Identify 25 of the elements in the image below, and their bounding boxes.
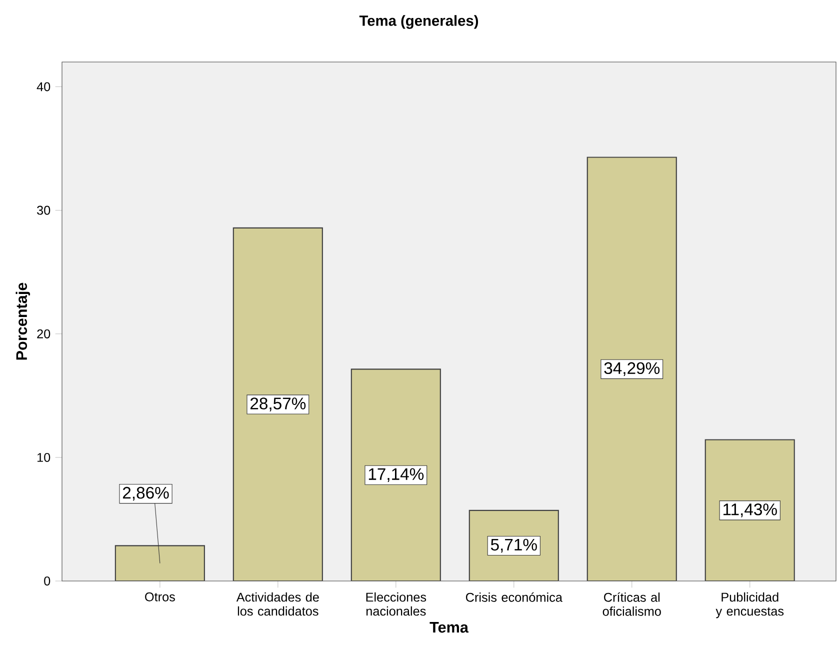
x-tick-label: Críticas al oficialismo <box>602 592 661 616</box>
data-label: 5,71% <box>490 538 537 553</box>
x-tick-label: Otros <box>145 592 175 602</box>
y-tick-label: 30 <box>37 206 50 215</box>
y-tick-label: 20 <box>37 329 50 338</box>
y-tick-label: 40 <box>36 82 50 92</box>
data-label: 34,29% <box>604 362 660 376</box>
data-label: 11,43% <box>724 504 777 518</box>
x-tick-label: Publicidad y encuestas <box>716 592 784 618</box>
x-axis-title: Tema <box>430 622 469 633</box>
x-tick-label: Actividades de los candidatos <box>236 592 319 616</box>
bar <box>704 439 795 581</box>
chart-title: Tema (generales) <box>359 15 478 29</box>
data-label: 28,57% <box>250 398 306 412</box>
y-axis-title: Porcentaje <box>16 282 30 360</box>
y-tick-label: 0 <box>44 576 50 586</box>
bar <box>115 546 204 581</box>
x-tick-label: Elecciones nacionales <box>366 592 426 616</box>
data-label: 17,14% <box>368 468 424 482</box>
bar <box>587 157 676 581</box>
y-tick-label: 10 <box>37 452 50 462</box>
bar <box>351 369 440 581</box>
bar <box>233 228 322 581</box>
data-label: 2,86% <box>122 486 169 501</box>
x-tick-label: Crisis económica <box>466 592 562 602</box>
